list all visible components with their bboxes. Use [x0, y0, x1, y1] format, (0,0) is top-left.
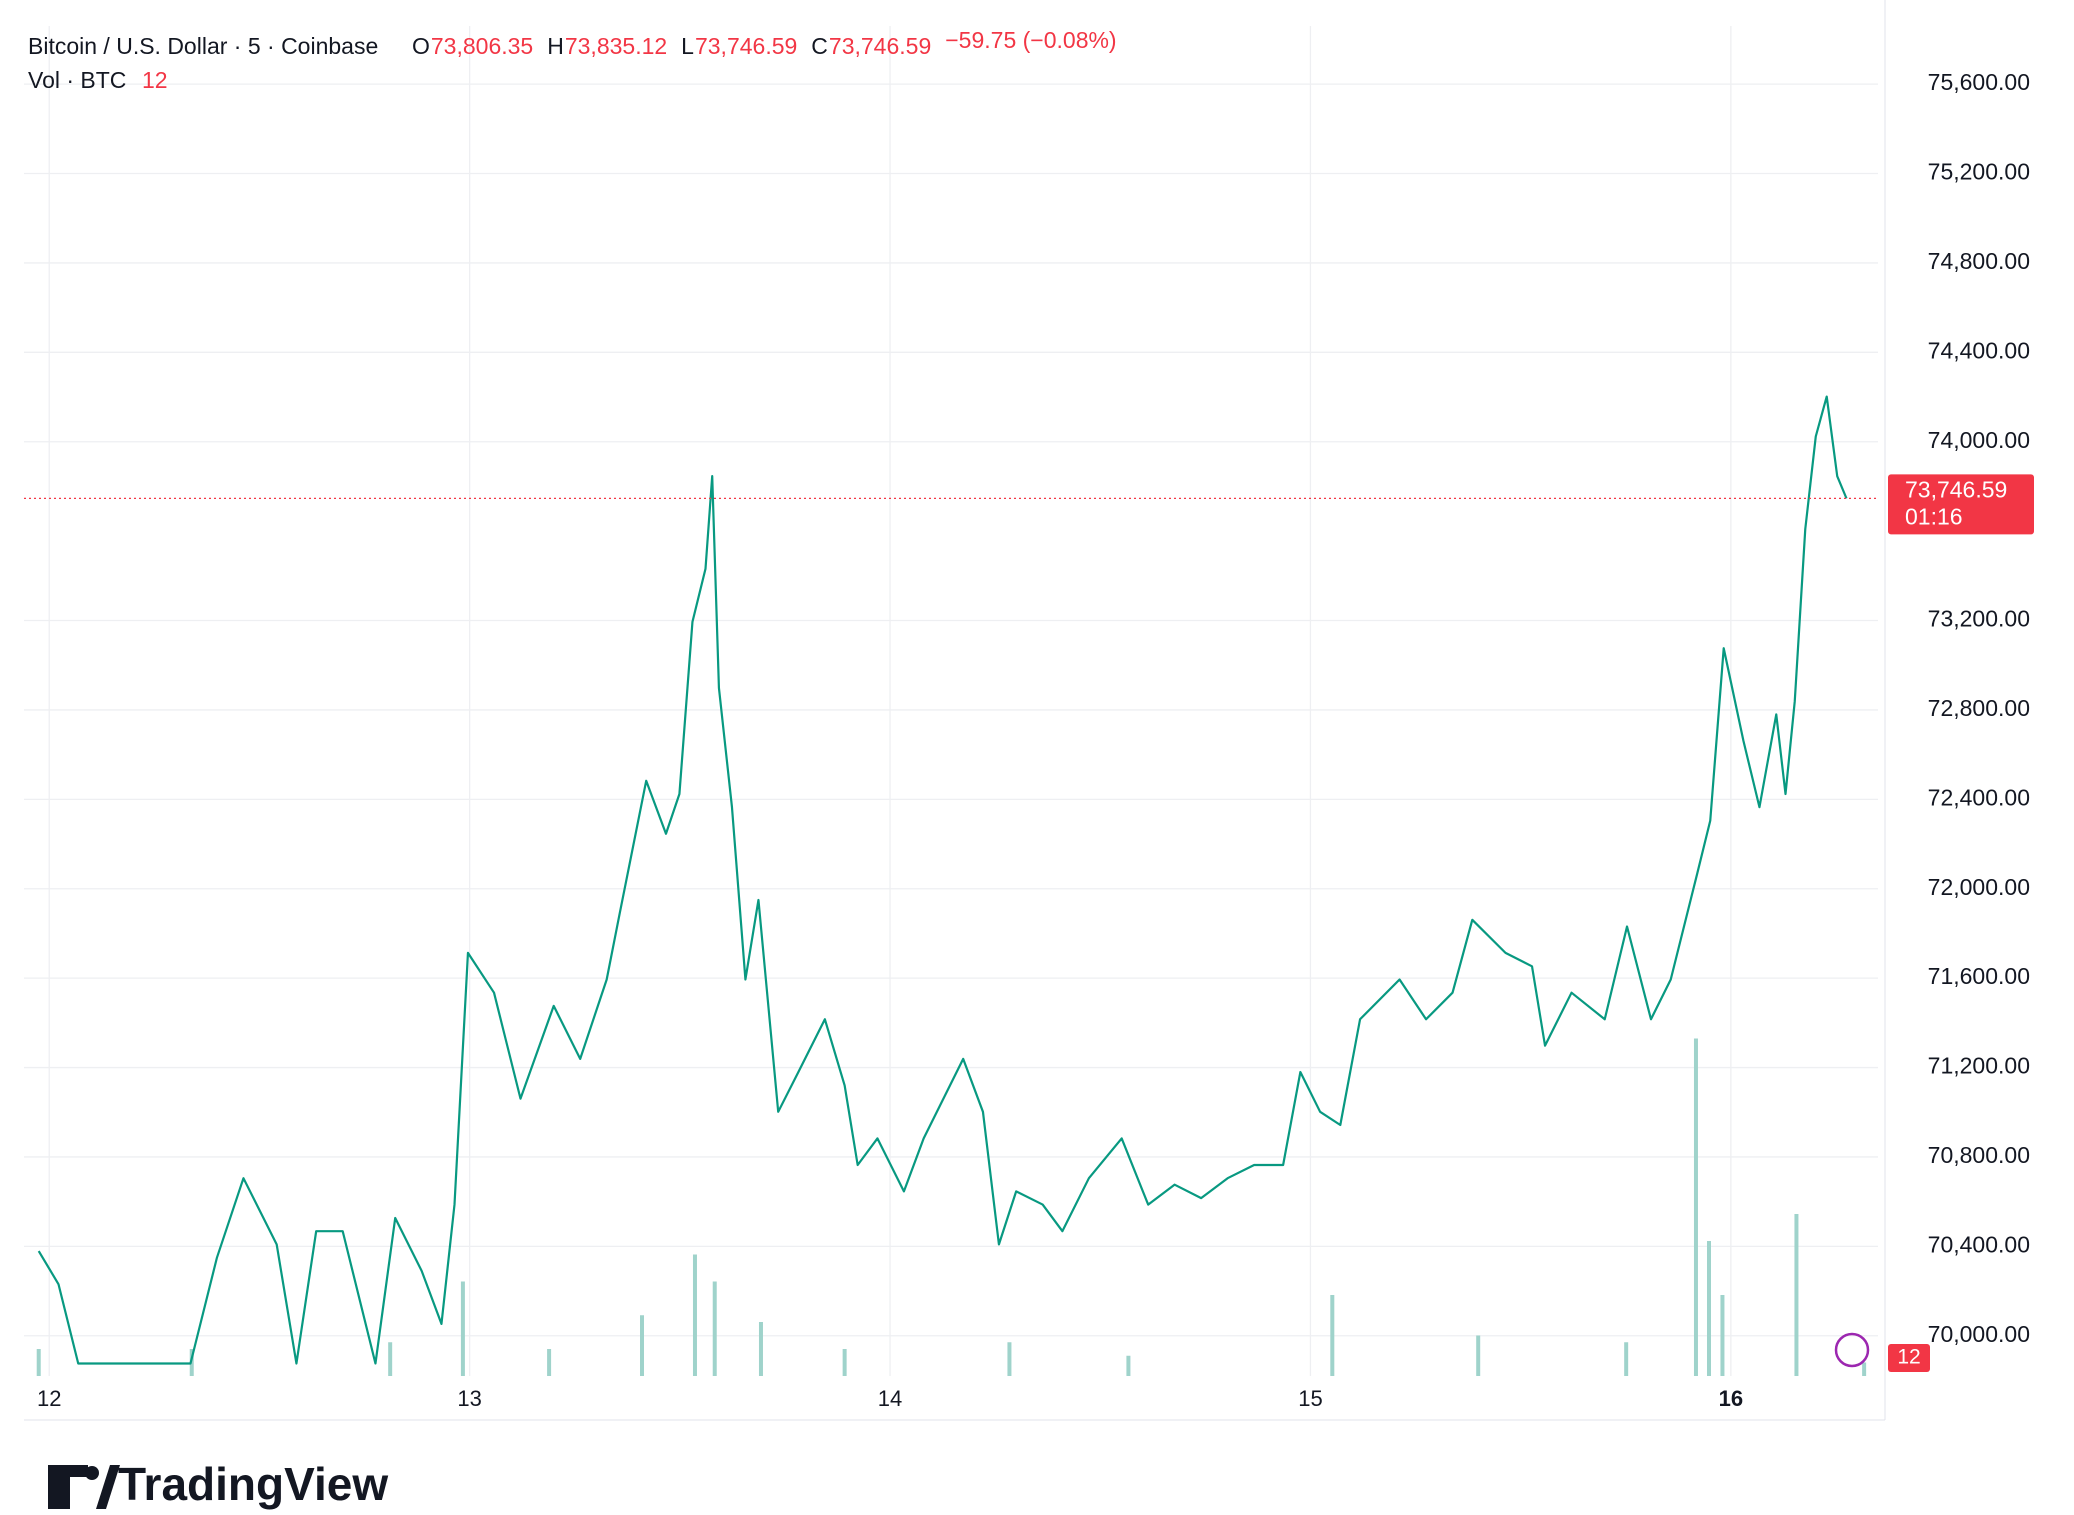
volume-badge	[1888, 1344, 1930, 1372]
y-tick-label: 71,200.00	[1928, 1053, 2030, 1079]
y-tick-label: 74,400.00	[1928, 337, 2030, 363]
ohlc-name: C	[811, 33, 828, 59]
volume-last: 12	[142, 67, 168, 93]
chart-title: Bitcoin / U.S. Dollar · 5 · Coinbase	[28, 33, 378, 59]
volume-bar	[388, 1342, 393, 1376]
volume-bar	[1706, 1241, 1711, 1376]
y-tick-label: 71,600.00	[1928, 963, 2030, 989]
volume-bar	[640, 1315, 644, 1376]
ohlc-value: 73,746.59	[695, 33, 797, 59]
grid	[24, 26, 1878, 1376]
volume-bar	[460, 1281, 465, 1376]
plot	[24, 395, 1878, 1365]
volume-bar	[1330, 1295, 1335, 1376]
volume-bar	[1693, 1038, 1698, 1376]
price-line	[37, 395, 1848, 1365]
y-tick-label: 72,800.00	[1928, 695, 2030, 721]
x-tick-label: 13	[457, 1386, 481, 1411]
last-price-badge	[1888, 474, 2034, 535]
volume-bar	[1862, 1362, 1867, 1376]
y-tick-label: 70,000.00	[1928, 1321, 2030, 1347]
brand: TradingView	[118, 1458, 388, 1510]
y-tick-label: 74,000.00	[1928, 427, 2030, 453]
ohlc-value: 73,835.12	[565, 33, 667, 59]
volume-bar	[692, 1254, 697, 1376]
volume-title: Vol · BTC	[28, 67, 126, 93]
volume-bar	[758, 1322, 763, 1376]
x-tick-label: 12	[37, 1386, 61, 1411]
y-tick-label: 74,800.00	[1928, 248, 2030, 274]
change: −59.75 (−0.08%)	[945, 27, 1116, 53]
logo-mark	[48, 1465, 88, 1477]
y-tick-label: 70,800.00	[1928, 1142, 2030, 1168]
y-tick-label: 72,400.00	[1928, 784, 2030, 810]
ai-icon	[1834, 1332, 1870, 1368]
y-tick-label: 73,200.00	[1928, 606, 2030, 632]
volume-bar	[712, 1281, 717, 1376]
volume-bar	[1624, 1342, 1629, 1376]
axes: 70,000.00 70,400.00 70,800.00 71,200.00 71,6…	[24, 0, 2034, 1421]
x-tick-label: 15	[1298, 1386, 1322, 1411]
countdown: 01:16	[1905, 503, 1963, 529]
ohlc-value: 73,746.59	[829, 33, 931, 59]
y-tick-label: 70,400.00	[1928, 1231, 2030, 1257]
volume-bar	[1794, 1214, 1799, 1376]
y-tick-label: 72,000.00	[1928, 874, 2030, 900]
volume	[36, 1038, 1867, 1376]
x-tick-label: 14	[878, 1386, 902, 1411]
x-tick-label: 16	[1719, 1386, 1743, 1411]
volume-bar	[547, 1349, 552, 1376]
y-tick-label: 75,200.00	[1928, 159, 2030, 185]
volume-bar	[1476, 1335, 1481, 1376]
logo-mark	[85, 1466, 99, 1480]
last-price-label: 73,746.59	[1905, 476, 2007, 502]
logo: TradingView	[48, 1458, 388, 1510]
volume-bar	[1720, 1295, 1725, 1376]
volume-bar	[1126, 1355, 1131, 1376]
ohlc-name: L	[681, 33, 694, 59]
volume-bar	[1007, 1342, 1012, 1376]
volume-bar	[842, 1349, 847, 1376]
ohlc: O 73,806.35 H 73,835.12 L 73,746.59 C 73,746.59…	[412, 27, 1117, 59]
ohlc-value: 73,806.35	[431, 33, 533, 59]
y-tick-label: 75,600.00	[1928, 69, 2030, 95]
ohlc-name: H	[547, 33, 564, 59]
volume-bar	[36, 1349, 41, 1376]
ohlc-name: O	[412, 33, 430, 59]
logo-mark	[96, 1465, 120, 1509]
volume-badge-label: 12	[1897, 1346, 1920, 1369]
